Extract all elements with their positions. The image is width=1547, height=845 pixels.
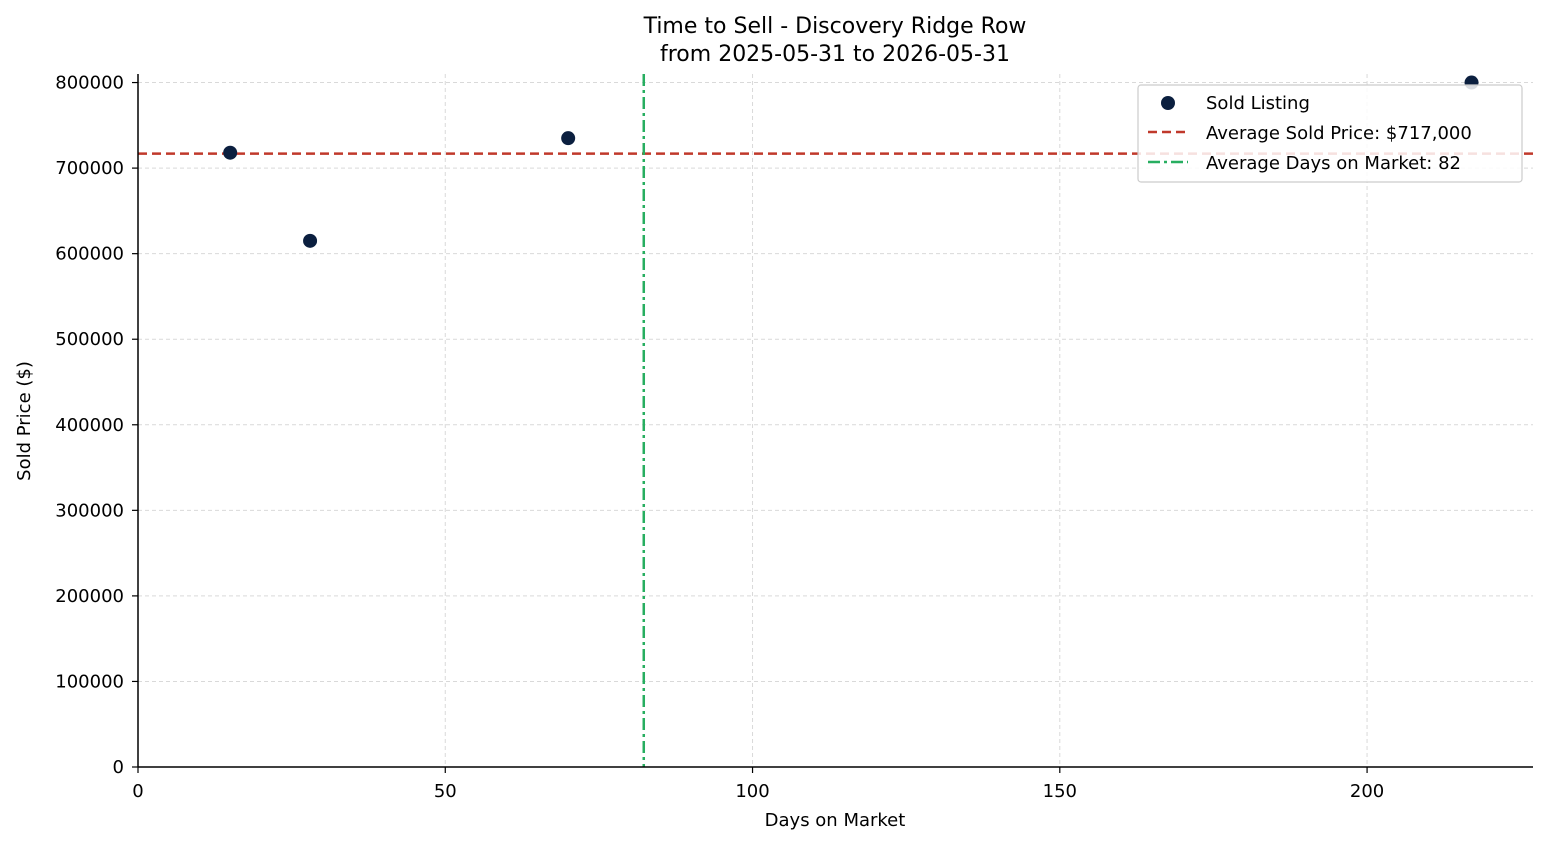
data-point xyxy=(303,233,318,248)
y-tick-label: 600000 xyxy=(55,244,124,265)
x-tick-label: 50 xyxy=(434,781,457,802)
x-tick-label: 150 xyxy=(1043,781,1077,802)
axes xyxy=(137,74,1533,768)
y-tick-label: 100000 xyxy=(55,671,124,692)
chart-subtitle: from 2025-05-31 to 2026-05-31 xyxy=(660,42,1010,67)
chart-title: Time to Sell - Discovery Ridge Row xyxy=(643,14,1027,39)
x-tick-label: 100 xyxy=(735,781,769,802)
data-point xyxy=(561,131,576,146)
legend-label-average-days: Average Days on Market: 82 xyxy=(1206,153,1461,174)
legend-marker-sold-listing xyxy=(1161,96,1175,110)
y-tick-label: 300000 xyxy=(55,500,124,521)
y-tick-label: 200000 xyxy=(55,586,124,607)
legend-label-sold-listing: Sold Listing xyxy=(1206,93,1310,114)
y-axis-label: Sold Price ($) xyxy=(14,361,35,481)
y-tick-label: 0 xyxy=(113,757,124,778)
y-axis-ticks: 0 100000 200000 300000 400000 500000 600000 700… xyxy=(55,73,138,778)
data-point xyxy=(223,145,238,160)
y-tick-label: 800000 xyxy=(55,73,124,94)
x-axis-ticks: 0 50 100 150 200 xyxy=(132,767,1384,802)
y-tick-label: 500000 xyxy=(55,329,124,350)
y-tick-label: 400000 xyxy=(55,415,124,436)
y-tick-label: 700000 xyxy=(55,158,124,179)
x-tick-label: 200 xyxy=(1350,781,1384,802)
x-axis-label: Days on Market xyxy=(765,810,906,831)
legend-label-average-price: Average Sold Price: $717,000 xyxy=(1206,123,1472,144)
legend-box xyxy=(1137,84,1523,183)
x-tick-label: 0 xyxy=(132,781,143,802)
legend: Sold Listing Average Sold Price: $717,00… xyxy=(1137,84,1523,183)
